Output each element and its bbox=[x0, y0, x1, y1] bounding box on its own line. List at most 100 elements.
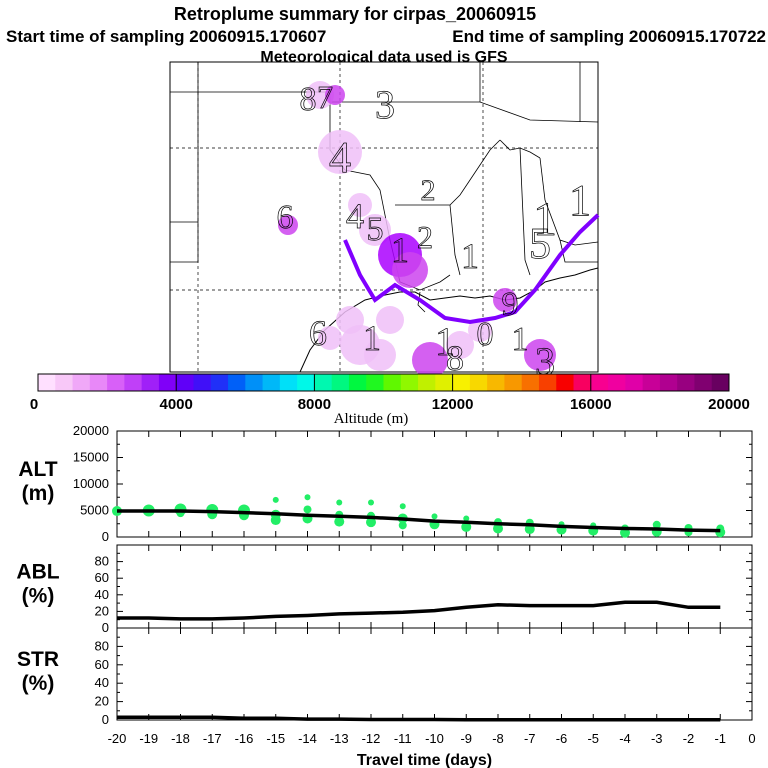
colorbar-cell bbox=[590, 374, 609, 391]
plume-day-label: 2 bbox=[421, 174, 436, 207]
x-tick-label: -11 bbox=[394, 731, 412, 746]
plume-marker bbox=[278, 215, 298, 235]
y-tick-label: 15000 bbox=[73, 450, 109, 465]
alt-scatter-point bbox=[652, 520, 661, 529]
plume-day-label: 1 bbox=[391, 230, 409, 270]
x-tick-label: -9 bbox=[460, 731, 472, 746]
plume-marker bbox=[493, 288, 517, 312]
x-tick-label: 0 bbox=[748, 731, 755, 746]
x-tick-label: -6 bbox=[556, 731, 568, 746]
plume-marker bbox=[446, 331, 474, 359]
colorbar-cell bbox=[210, 374, 229, 391]
x-tick-label: -1 bbox=[714, 731, 726, 746]
alt-scatter-point bbox=[272, 496, 279, 503]
colorbar-cell bbox=[418, 374, 436, 391]
start-time: Start time of sampling 20060915.170607 bbox=[6, 27, 326, 46]
colorbar-cell bbox=[659, 374, 678, 391]
colorbar-cell bbox=[348, 374, 367, 391]
plume-marker bbox=[306, 81, 334, 109]
y-tick-label: 20 bbox=[95, 603, 109, 618]
plume-day-label: 1 bbox=[363, 318, 381, 358]
x-tick-label: -5 bbox=[587, 731, 599, 746]
plume-day-label: 8 bbox=[300, 81, 317, 118]
plume-day-label: 6 bbox=[309, 313, 327, 353]
y-tick-label: 40 bbox=[95, 587, 109, 602]
colorbar-cell bbox=[504, 374, 523, 391]
plume-marker bbox=[325, 85, 345, 105]
plume-marker bbox=[318, 130, 362, 174]
y-tick-label: 80 bbox=[95, 638, 109, 653]
y-axis-label: STR bbox=[17, 648, 59, 671]
y-tick-label: 10000 bbox=[73, 476, 109, 491]
end-time: End time of sampling 20060915.170722 bbox=[452, 27, 766, 46]
colorbar-cell bbox=[141, 374, 160, 391]
colorbar-cell bbox=[573, 374, 592, 391]
alt-scatter-point bbox=[368, 499, 374, 506]
panel-frame bbox=[116, 544, 753, 629]
x-tick-label: -20 bbox=[108, 731, 127, 746]
colorbar-cell bbox=[297, 374, 315, 391]
x-axis-title: Travel time (days) bbox=[357, 752, 492, 768]
colorbar-cell bbox=[331, 374, 350, 391]
y-tick-label: 40 bbox=[95, 675, 109, 690]
x-tick-label: -3 bbox=[651, 731, 663, 746]
y-tick-label: 80 bbox=[95, 554, 109, 569]
chart-title: Retroplume summary for cirpas_20060915 bbox=[174, 4, 536, 24]
plume-day-label: 0 bbox=[477, 316, 494, 353]
x-tick-label: -19 bbox=[139, 731, 158, 746]
colorbar-cell bbox=[469, 374, 488, 391]
plume-day-label: 1 bbox=[569, 176, 591, 225]
plume-marker bbox=[392, 252, 428, 288]
alt-scatter-point bbox=[399, 503, 406, 510]
series-line-alt bbox=[117, 509, 721, 533]
colorbar-cell bbox=[452, 374, 471, 391]
colorbar-cell bbox=[366, 374, 384, 391]
alt-scatter-point bbox=[463, 515, 470, 522]
plume-day-label: 5 bbox=[529, 219, 551, 268]
colorbar-cell bbox=[608, 374, 626, 391]
alt-scatter-point bbox=[336, 499, 343, 506]
colorbar-cell bbox=[383, 374, 402, 391]
plume-day-label: 9 bbox=[502, 286, 519, 323]
colorbar-cell bbox=[89, 374, 108, 391]
alt-scatter-point bbox=[398, 521, 407, 530]
colorbar-cell bbox=[314, 374, 333, 391]
plume-day-label: 1 bbox=[435, 319, 455, 364]
alt-scatter-point bbox=[461, 521, 472, 532]
y-axis-label: (%) bbox=[22, 585, 55, 608]
colorbar-tick-label: 16000 bbox=[570, 396, 612, 413]
x-tick-label: -18 bbox=[171, 731, 190, 746]
colorbar: 0 4000 8000 12000 16000 20000 Altitude (m) bbox=[30, 373, 750, 427]
colorbar-cell bbox=[625, 374, 644, 391]
colorbar-cell bbox=[487, 374, 505, 391]
x-tick-label: -17 bbox=[203, 731, 222, 746]
plume-day-label: 3 bbox=[535, 339, 555, 384]
y-tick-label: 5000 bbox=[80, 503, 109, 518]
colorbar-cell bbox=[72, 374, 91, 391]
delta bbox=[417, 291, 426, 313]
x-tick-label: -7 bbox=[524, 731, 536, 746]
colorbar-tick-label: 12000 bbox=[432, 396, 474, 413]
plume-day-label: 2 bbox=[417, 219, 433, 255]
y-tick-label: 60 bbox=[95, 570, 109, 585]
colorbar-cell bbox=[38, 374, 56, 391]
y-axis-label: ABL bbox=[16, 561, 59, 584]
y-tick-label: 60 bbox=[95, 657, 109, 672]
plume-day-label: 7 bbox=[317, 79, 333, 115]
plume-day-label: 8 bbox=[446, 338, 464, 378]
colorbar-title: Altitude (m) bbox=[334, 411, 409, 427]
colorbar-cell bbox=[193, 374, 212, 391]
plume-day-label: 1 bbox=[461, 236, 479, 276]
alt-scatter-point bbox=[304, 494, 311, 501]
x-tick-label: -16 bbox=[235, 731, 254, 746]
alt-scatter-point bbox=[366, 517, 376, 528]
x-tick-label: -15 bbox=[266, 731, 285, 746]
y-tick-label: 0 bbox=[102, 529, 109, 544]
plume-markers bbox=[278, 81, 556, 378]
y-tick-label: 0 bbox=[102, 620, 109, 635]
colorbar-cell bbox=[55, 374, 74, 391]
colorbar-cell bbox=[556, 374, 575, 391]
plume-marker bbox=[412, 342, 448, 378]
